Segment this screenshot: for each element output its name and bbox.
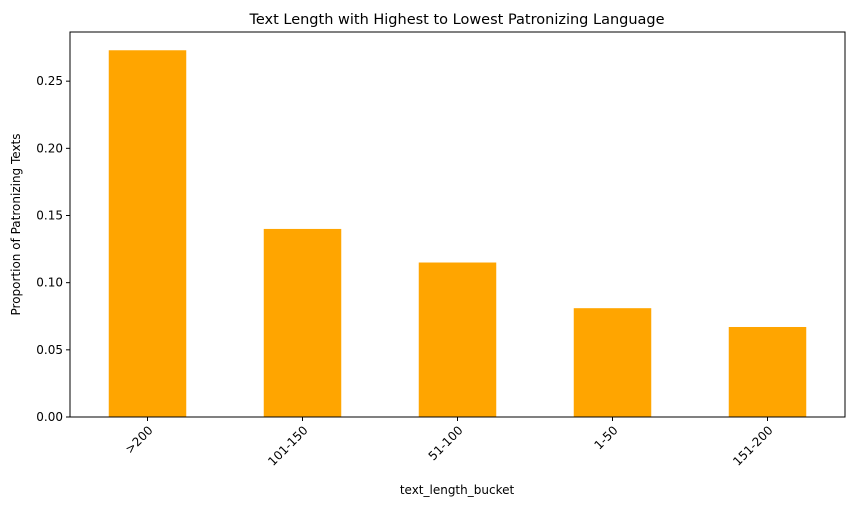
bar [108,50,187,418]
bars-group [108,50,807,418]
bar [418,262,497,417]
x-tick-label: 151-200 [730,423,775,468]
x-tick-label: 1-50 [591,423,620,452]
chart-title: Text Length with Highest to Lowest Patro… [248,12,664,28]
y-axis: 0.00 0.05 0.10 0.15 0.20 0.25 [36,74,70,424]
x-tick-label: 101-150 [265,423,310,468]
y-axis-label: Proportion of Patronizing Texts [9,133,23,315]
y-tick-label: 0.20 [36,141,63,155]
y-tick-label: 0.10 [36,276,63,290]
y-tick-label: 0.15 [36,208,63,222]
x-axis-label: text_length_bucket [400,483,515,497]
x-axis: >200 101-150 51-100 1-50 151-200 [122,417,776,469]
bar [573,308,652,417]
y-tick-label: 0.25 [36,74,63,88]
bar [263,228,342,417]
plot-frame [69,31,846,418]
y-tick-label: 0.05 [36,343,63,357]
bar [728,326,807,417]
x-tick-label: >200 [122,423,155,456]
y-tick-label: 0.00 [36,410,63,424]
x-tick-label: 51-100 [426,423,466,463]
